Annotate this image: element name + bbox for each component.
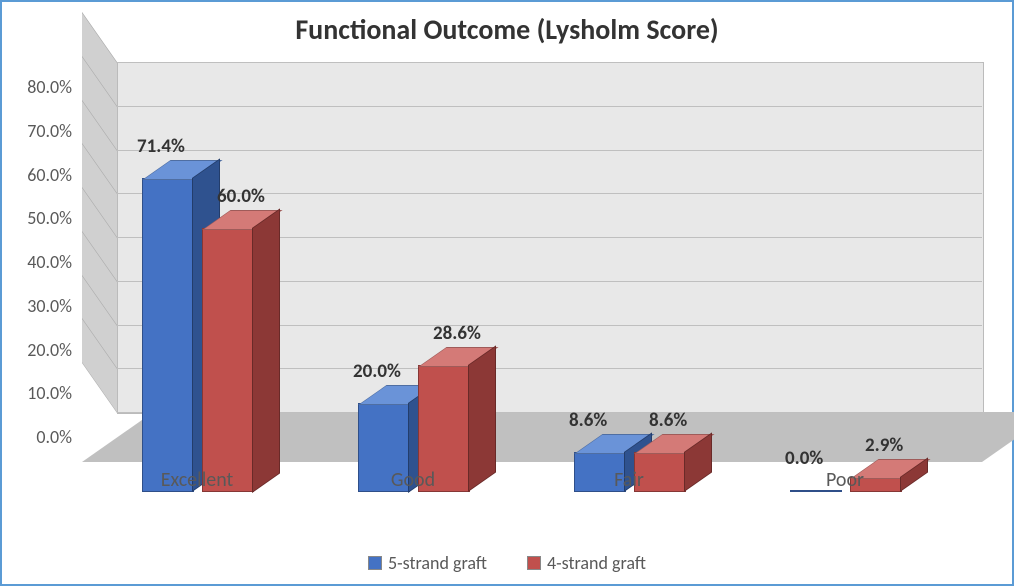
gridline xyxy=(117,150,982,151)
y-tick-label: 10.0% xyxy=(2,382,72,404)
gridline xyxy=(117,62,982,63)
bar-front xyxy=(142,178,194,492)
x-tick-label: Fair xyxy=(529,468,729,492)
chart-title: Functional Outcome (Lysholm Score) xyxy=(2,2,1012,52)
plot-region: 0.0%10.0%20.0%30.0%40.0%50.0%60.0%70.0%8… xyxy=(82,62,982,492)
y-tick-label: 20.0% xyxy=(2,339,72,361)
x-tick-label: Good xyxy=(313,468,513,492)
legend: 5-strand graft 4-strand graft xyxy=(368,552,646,574)
y-tick-label: 0.0% xyxy=(2,426,72,448)
data-label: 60.0% xyxy=(217,185,265,208)
data-label: 2.9% xyxy=(865,434,903,457)
y-tick-label: 40.0% xyxy=(2,251,72,273)
data-label: 71.4% xyxy=(137,135,185,158)
data-label: 8.6% xyxy=(569,409,607,432)
data-label: 8.6% xyxy=(649,409,687,432)
chart-container: Functional Outcome (Lysholm Score) 0.0% 1… xyxy=(0,0,1014,586)
legend-label-5-strand: 5-strand graft xyxy=(388,552,487,574)
data-label: 0.0% xyxy=(785,447,823,470)
legend-item-5-strand: 5-strand graft xyxy=(368,552,487,574)
legend-label-4-strand: 4-strand graft xyxy=(547,552,646,574)
bar-front xyxy=(202,228,254,493)
y-tick-label: 60.0% xyxy=(2,164,72,186)
y-tick-label: 50.0% xyxy=(2,207,72,229)
y-tick-label: 80.0% xyxy=(2,76,72,98)
y-tick-label: 70.0% xyxy=(2,120,72,142)
x-tick-label: Excellent xyxy=(97,468,297,492)
x-tick-label: Poor xyxy=(745,468,945,492)
legend-swatch-5-strand xyxy=(368,556,382,570)
bar: 71.4% xyxy=(142,180,192,492)
bar: 60.0% xyxy=(202,230,252,493)
legend-item-4-strand: 4-strand graft xyxy=(527,552,646,574)
data-label: 20.0% xyxy=(353,360,401,383)
legend-swatch-4-strand xyxy=(527,556,541,570)
data-label: 28.6% xyxy=(433,322,481,345)
bar-side xyxy=(252,208,280,492)
y-tick-label: 30.0% xyxy=(2,295,72,317)
gridline xyxy=(117,106,982,107)
